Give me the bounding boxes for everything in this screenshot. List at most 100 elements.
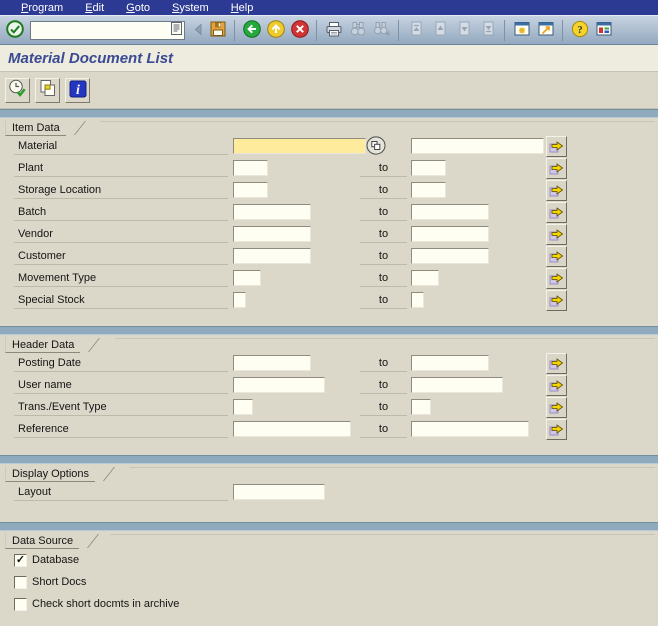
checkbox-row-short-docs: Short Docs bbox=[0, 571, 658, 593]
print-button[interactable] bbox=[322, 19, 345, 42]
first-page-button[interactable] bbox=[404, 19, 427, 42]
multiple-selection-button-movement-type[interactable] bbox=[546, 268, 567, 289]
multiple-selection-button-material[interactable] bbox=[546, 136, 567, 157]
next-page-button[interactable] bbox=[452, 19, 475, 42]
customer-to-input[interactable] bbox=[411, 248, 489, 264]
help-button[interactable]: ? bbox=[568, 19, 591, 42]
menu-system[interactable]: System bbox=[172, 1, 209, 14]
multiple-selection-button-special-stock[interactable] bbox=[546, 290, 567, 311]
exit-button[interactable] bbox=[264, 19, 287, 42]
layout-input[interactable] bbox=[233, 484, 325, 500]
toolbar-separator bbox=[316, 19, 317, 41]
special-stock-to-input[interactable] bbox=[411, 292, 424, 308]
database-checkbox[interactable]: ✓ bbox=[14, 553, 27, 567]
field-row-storage-location: Storage Location to bbox=[0, 180, 658, 202]
batch-to-input[interactable] bbox=[411, 204, 489, 220]
range-to-label: to bbox=[360, 270, 407, 287]
page-title: Material Document List bbox=[8, 49, 174, 67]
movement-type-to-input[interactable] bbox=[411, 270, 439, 286]
multiple-selection-button-vendor[interactable] bbox=[546, 224, 567, 245]
multiple-selection-button-plant[interactable] bbox=[546, 158, 567, 179]
vendor-from-input[interactable] bbox=[233, 226, 311, 242]
multiple-selection-button-storage-location[interactable] bbox=[546, 180, 567, 201]
checkbox-label: Short Docs bbox=[32, 576, 87, 588]
find-next-button[interactable] bbox=[370, 19, 393, 42]
multiple-selection-button-customer[interactable] bbox=[546, 246, 567, 267]
field-label: Reference bbox=[14, 421, 228, 438]
plant-from-input[interactable] bbox=[233, 160, 268, 176]
info-button[interactable]: i bbox=[65, 77, 90, 103]
short-docs-checkbox[interactable] bbox=[14, 575, 27, 589]
vendor-to-input[interactable] bbox=[411, 226, 489, 242]
field-label: Batch bbox=[14, 204, 228, 221]
multiple-selection-button-posting-date[interactable] bbox=[546, 353, 567, 374]
menu-goto[interactable]: Goto bbox=[126, 1, 151, 14]
create-shortcut-button[interactable] bbox=[534, 19, 557, 42]
get-variant-button[interactable] bbox=[35, 77, 60, 103]
back-button[interactable] bbox=[240, 19, 263, 42]
data-source-section-header: Data Source bbox=[0, 531, 658, 549]
dropdown-list-icon[interactable] bbox=[171, 22, 182, 38]
multiple-selection-button-trans-event-type[interactable] bbox=[546, 397, 567, 418]
field-label: Layout bbox=[14, 484, 228, 501]
range-to-label: to bbox=[360, 292, 407, 309]
section-separator bbox=[0, 109, 658, 118]
execute-button[interactable] bbox=[5, 77, 30, 103]
field-label: User name bbox=[14, 377, 228, 394]
command-input[interactable] bbox=[33, 22, 171, 38]
hide-command-field-button[interactable] bbox=[191, 19, 205, 42]
trans-event-type-from-input[interactable] bbox=[233, 399, 253, 415]
material-from-input[interactable] bbox=[233, 138, 366, 154]
header-data-section-title: Header Data bbox=[5, 337, 81, 353]
customize-layout-button[interactable] bbox=[592, 19, 615, 42]
previous-page-button[interactable] bbox=[428, 19, 451, 42]
data-source-section-title: Data Source bbox=[5, 533, 80, 549]
arrow-right-icon bbox=[548, 354, 565, 374]
shortcut-icon bbox=[537, 20, 555, 41]
toolbar-separator bbox=[504, 19, 505, 41]
save-button[interactable] bbox=[206, 19, 229, 42]
field-row-movement-type: Movement Type to bbox=[0, 268, 658, 290]
special-stock-from-input[interactable] bbox=[233, 292, 246, 308]
page-last-icon bbox=[480, 20, 496, 40]
field-row-user-name: User name to bbox=[0, 375, 658, 397]
user-name-to-input[interactable] bbox=[411, 377, 503, 393]
storage-location-from-input[interactable] bbox=[233, 182, 268, 198]
menu-program[interactable]: Program bbox=[21, 1, 64, 14]
last-page-button[interactable] bbox=[476, 19, 499, 42]
menu-edit[interactable]: Edit bbox=[85, 1, 105, 14]
page-up-icon bbox=[432, 20, 448, 40]
trans-event-type-to-input[interactable] bbox=[411, 399, 431, 415]
reference-from-input[interactable] bbox=[233, 421, 351, 437]
posting-date-from-input[interactable] bbox=[233, 355, 311, 371]
batch-from-input[interactable] bbox=[233, 204, 311, 220]
binoculars-icon bbox=[349, 20, 367, 41]
reference-to-input[interactable] bbox=[411, 421, 529, 437]
arrow-right-icon bbox=[548, 398, 565, 418]
check-archive-checkbox[interactable] bbox=[14, 597, 27, 611]
range-to-label: to bbox=[360, 182, 407, 199]
multiple-selection-button-user-name[interactable] bbox=[546, 375, 567, 396]
storage-location-to-input[interactable] bbox=[411, 182, 446, 198]
find-button[interactable] bbox=[346, 19, 369, 42]
material-search-help-button[interactable] bbox=[366, 135, 386, 156]
posting-date-to-input[interactable] bbox=[411, 355, 489, 371]
new-session-button[interactable] bbox=[510, 19, 533, 42]
enter-button[interactable] bbox=[3, 19, 26, 42]
material-to-input[interactable] bbox=[411, 138, 544, 154]
item-data-section-header: Item Data bbox=[0, 118, 658, 136]
multiple-selection-button-reference[interactable] bbox=[546, 419, 567, 440]
menu-help[interactable]: Help bbox=[230, 1, 254, 14]
movement-type-from-input[interactable] bbox=[233, 270, 261, 286]
plant-to-input[interactable] bbox=[411, 160, 446, 176]
field-row-layout: Layout bbox=[0, 482, 658, 504]
customer-from-input[interactable] bbox=[233, 248, 311, 264]
page-first-icon bbox=[408, 20, 424, 40]
user-name-from-input[interactable] bbox=[233, 377, 325, 393]
header-data-section-header: Header Data bbox=[0, 335, 658, 353]
multiple-selection-button-batch[interactable] bbox=[546, 202, 567, 223]
command-field[interactable] bbox=[30, 20, 185, 40]
cancel-button[interactable] bbox=[288, 19, 311, 42]
layout-icon bbox=[595, 20, 613, 41]
clock-check-icon bbox=[7, 78, 28, 102]
